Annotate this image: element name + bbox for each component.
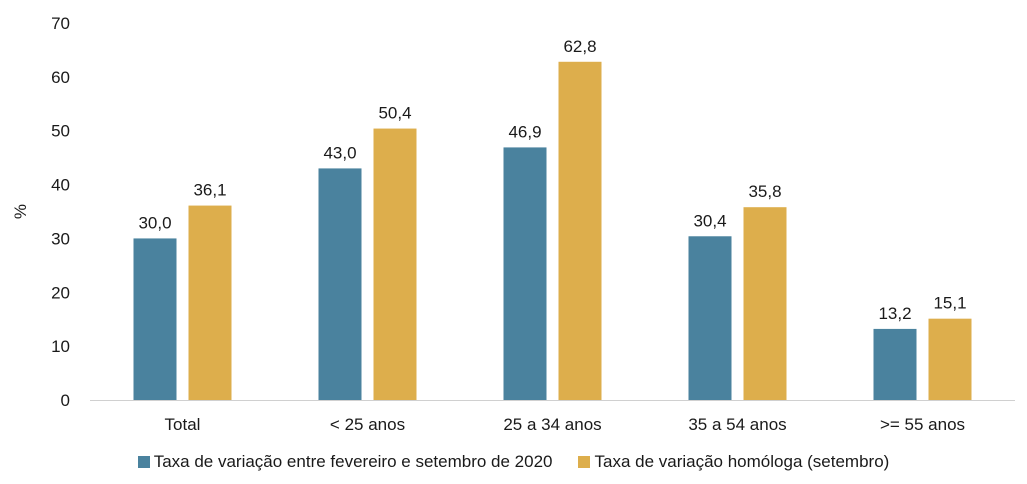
bar-series-1	[688, 236, 732, 400]
data-label-series-1: 43,0	[323, 143, 356, 162]
bar-series-1	[318, 168, 362, 400]
data-label-series-2: 62,8	[563, 37, 596, 56]
legend-swatch-series-2	[578, 456, 591, 468]
bar-series-1	[503, 147, 547, 400]
bar-series-2	[373, 128, 417, 400]
y-tick-label: 0	[61, 391, 70, 410]
legend-item-series-2: Taxa de variação homóloga (setembro)	[578, 452, 889, 472]
data-label-series-2: 15,1	[933, 294, 966, 313]
data-label-series-1: 30,4	[693, 211, 726, 230]
legend: Taxa de variação entre fevereiro e setem…	[0, 452, 1027, 472]
bar-series-1	[873, 328, 917, 400]
bar-series-2	[743, 207, 787, 400]
data-label-series-1: 46,9	[508, 122, 541, 141]
data-label-series-2: 36,1	[193, 181, 226, 200]
y-tick-label: 70	[51, 14, 70, 33]
legend-label-series-1: Taxa de variação entre fevereiro e setem…	[153, 452, 553, 471]
data-label-series-2: 50,4	[378, 104, 411, 123]
legend-item-series-1: Taxa de variação entre fevereiro e setem…	[137, 452, 553, 472]
bar-series-1	[133, 238, 177, 400]
y-axis-label: %	[11, 204, 30, 219]
data-label-series-1: 30,0	[138, 213, 171, 232]
x-tick-label: Total	[165, 415, 201, 434]
y-tick-label: 40	[51, 176, 70, 195]
data-label-series-2: 35,8	[748, 182, 781, 201]
bar-series-2	[188, 205, 232, 400]
y-tick-label: 60	[51, 68, 70, 87]
legend-swatch-series-1	[137, 456, 150, 468]
bar-series-2	[928, 318, 972, 400]
x-tick-label: >= 55 anos	[880, 415, 965, 434]
x-tick-label: 25 a 34 anos	[503, 415, 601, 434]
y-tick-label: 20	[51, 283, 70, 302]
y-tick-label: 10	[51, 337, 70, 356]
x-tick-label: 35 a 54 anos	[688, 415, 786, 434]
legend-label-series-2: Taxa de variação homóloga (setembro)	[594, 452, 890, 471]
bar-series-2	[558, 61, 602, 401]
y-tick-label: 50	[51, 122, 70, 141]
x-tick-label: < 25 anos	[330, 415, 405, 434]
data-label-series-1: 13,2	[878, 304, 911, 323]
y-tick-label: 30	[51, 229, 70, 248]
bar-chart: 0 10 20 30 40 50 60 70% Total 30,0 36,1 < 25 anos 43…	[11, 14, 1015, 434]
